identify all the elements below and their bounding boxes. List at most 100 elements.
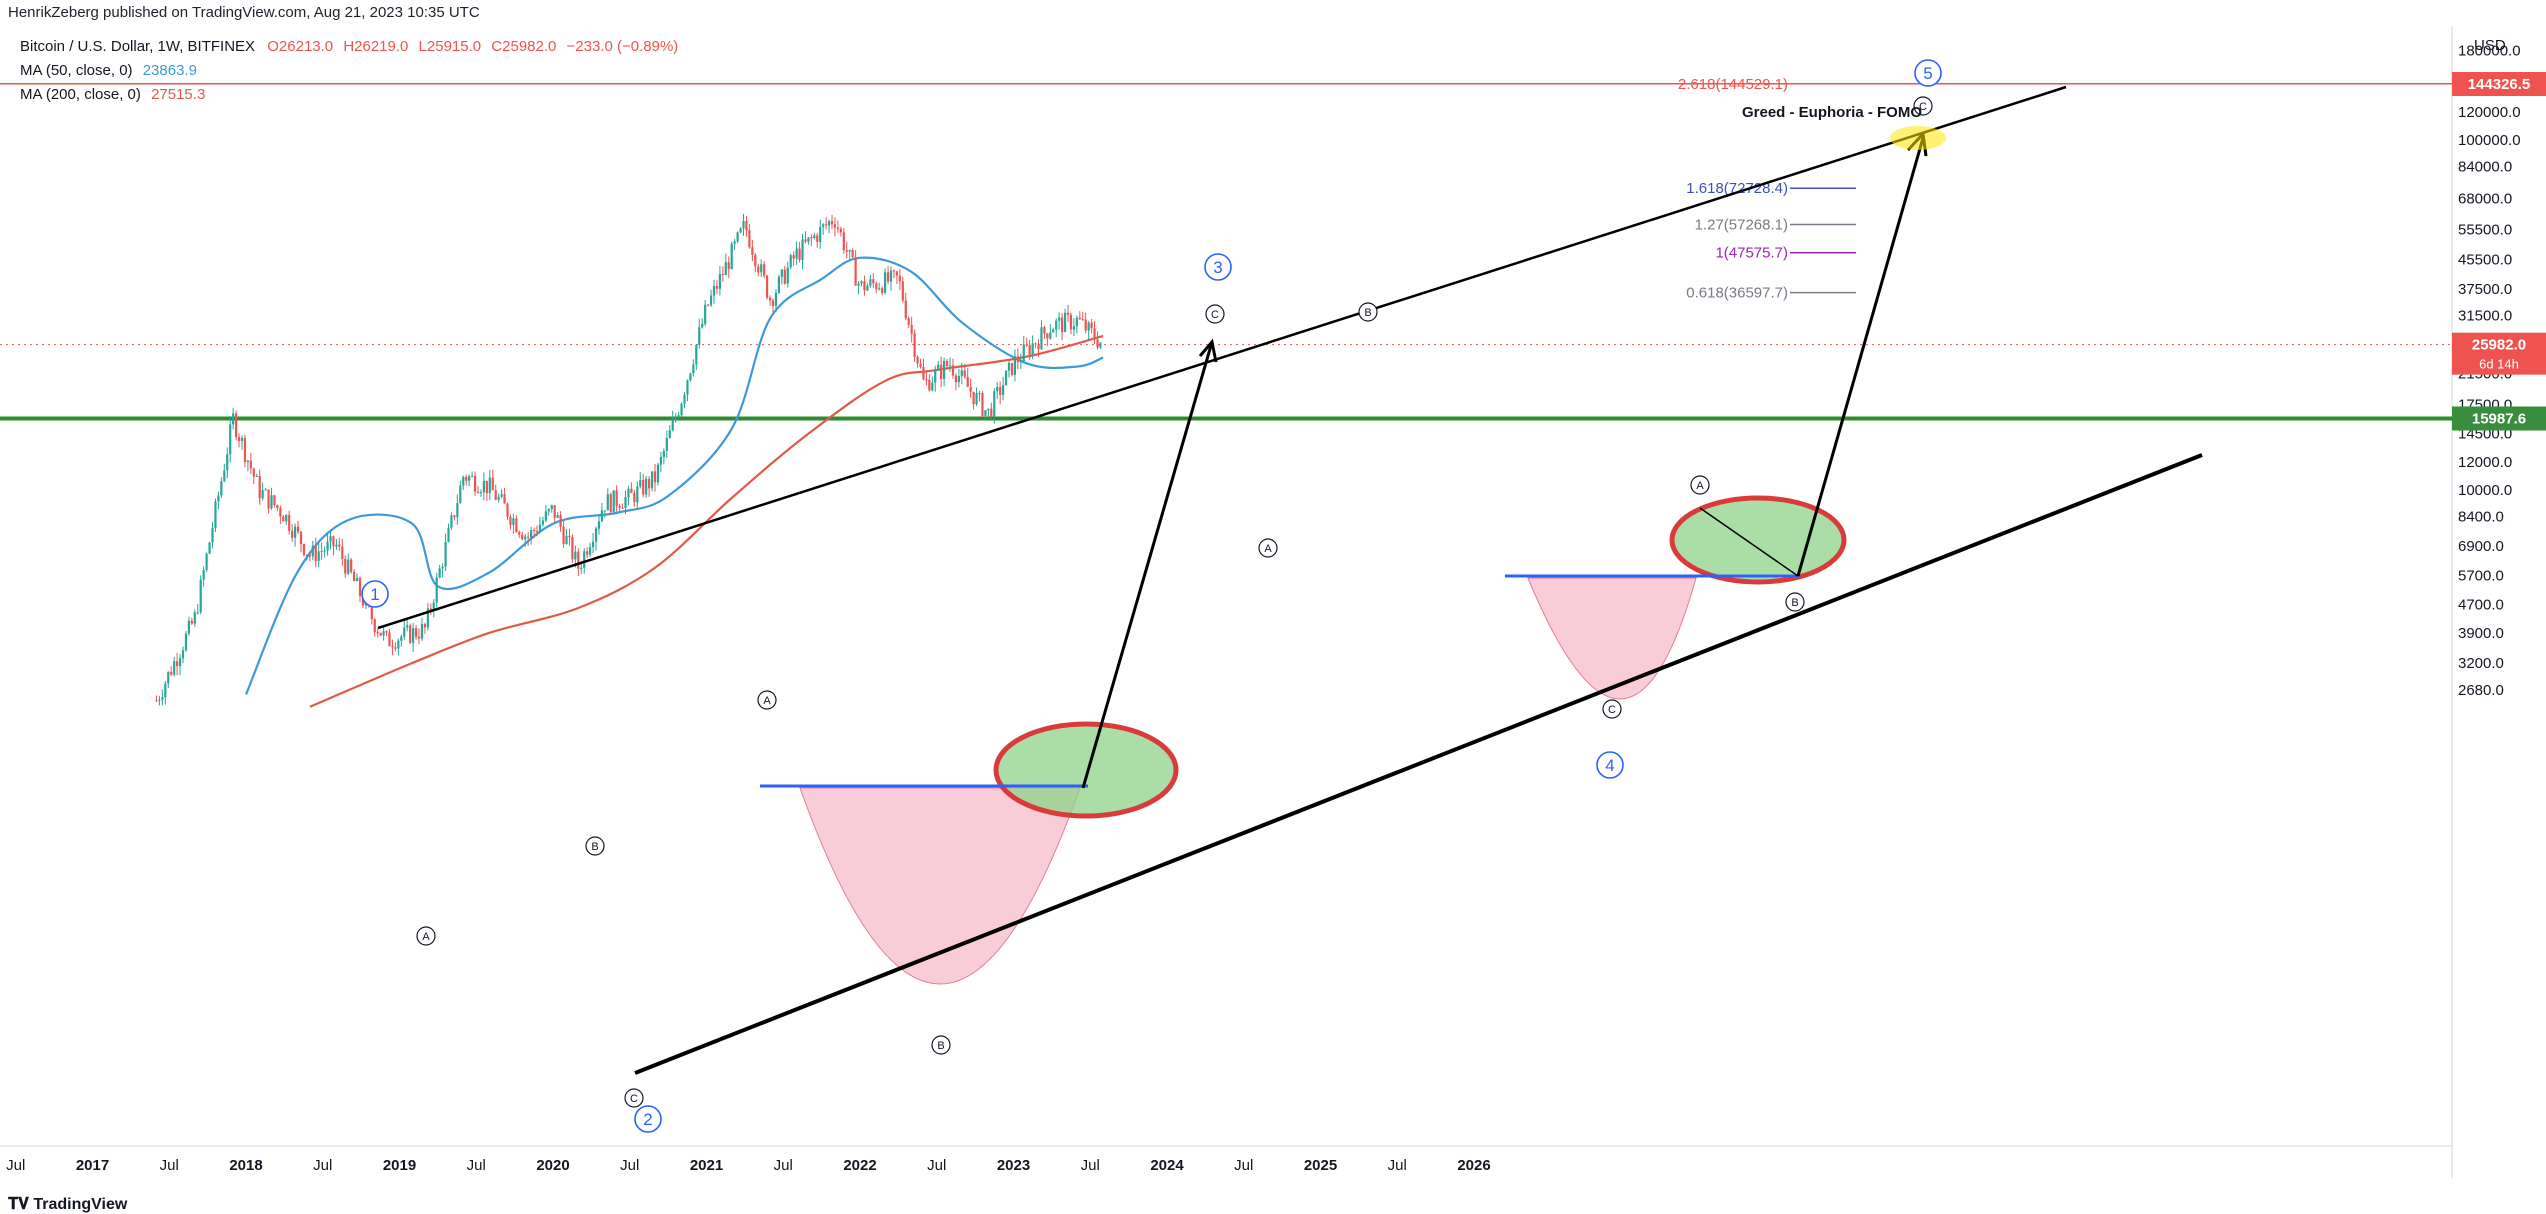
candle-body bbox=[966, 376, 969, 387]
subwave-circle bbox=[1258, 538, 1278, 558]
time-axis[interactable]: Jul 2017 Jul 2018 Jul 2019 Jul 2020 Jul 2021 Jul 20… bbox=[6, 1157, 1491, 1174]
candle-body bbox=[633, 492, 636, 503]
candle-body bbox=[978, 393, 981, 395]
candle-body bbox=[904, 300, 907, 319]
candle-body bbox=[444, 541, 447, 567]
candle-body bbox=[559, 515, 562, 527]
candle-body bbox=[538, 524, 542, 533]
price-axis[interactable]: USD180000.0150000.0120000.0100000.084000… bbox=[2452, 37, 2546, 699]
candle-body bbox=[235, 413, 238, 437]
candle-body bbox=[299, 531, 303, 545]
time-tick-label: Jul bbox=[927, 1157, 946, 1174]
candle-body bbox=[462, 476, 465, 486]
price-tick-label: 12000.0 bbox=[2458, 454, 2512, 471]
subwave-circle bbox=[1358, 302, 1378, 322]
candle-body bbox=[692, 364, 695, 374]
candle-body bbox=[184, 633, 188, 651]
time-tick-label: Jul bbox=[1234, 1157, 1253, 1174]
candle-body bbox=[308, 554, 311, 557]
candle-body bbox=[990, 408, 993, 417]
candle-body bbox=[774, 292, 778, 306]
candle-body bbox=[1052, 329, 1055, 333]
candle-body bbox=[1019, 361, 1022, 363]
candle-body bbox=[996, 386, 999, 392]
candle-body bbox=[940, 364, 943, 379]
candle-body bbox=[170, 671, 173, 675]
subwave-b-label: B bbox=[1785, 592, 1805, 612]
price-tick-label: 84000.0 bbox=[2458, 158, 2512, 175]
candle-body bbox=[798, 248, 801, 260]
candle-body bbox=[639, 479, 642, 487]
candle-body bbox=[659, 456, 663, 465]
price-tick-label: 45500.0 bbox=[2458, 251, 2512, 268]
candle-body bbox=[173, 661, 176, 675]
candle-body bbox=[476, 491, 480, 493]
candle-body bbox=[471, 475, 474, 477]
candle-body bbox=[674, 417, 677, 420]
candle-body bbox=[494, 490, 497, 500]
candle-body bbox=[453, 515, 456, 518]
candle-body bbox=[1075, 317, 1078, 327]
candle-body bbox=[252, 468, 255, 477]
candle-body bbox=[863, 281, 866, 291]
candle-body bbox=[1022, 344, 1025, 362]
candle-body bbox=[704, 304, 707, 324]
plot-area[interactable]: 1.618(72728.4) 1.27(57268.1) 1(47575.7) 0.6… bbox=[0, 59, 2452, 1133]
subwave-letter: B bbox=[1364, 307, 1371, 319]
candle-body bbox=[594, 528, 598, 542]
time-tick-label: 2021 bbox=[690, 1157, 723, 1174]
candle-body bbox=[618, 506, 621, 508]
candle-body bbox=[686, 380, 689, 395]
candle-body bbox=[721, 274, 724, 276]
candle-body bbox=[358, 578, 362, 596]
target-highlight bbox=[1890, 126, 1946, 150]
candle-body bbox=[332, 536, 335, 547]
candle-body bbox=[338, 544, 341, 547]
candle-body bbox=[907, 318, 910, 325]
candle-body bbox=[916, 356, 919, 364]
candle-body bbox=[630, 488, 633, 493]
time-tick-label: 2020 bbox=[536, 1157, 569, 1174]
candle-body bbox=[801, 239, 804, 260]
candle-body bbox=[1081, 319, 1084, 321]
candle-body bbox=[603, 510, 606, 512]
candle-body bbox=[326, 541, 329, 551]
subwave-c-label: C bbox=[1913, 96, 1933, 116]
candle-body bbox=[886, 272, 890, 282]
candle-body bbox=[730, 243, 733, 269]
candle-body bbox=[586, 551, 589, 555]
candle-body bbox=[653, 471, 657, 483]
candle-body bbox=[701, 323, 704, 328]
tv-logo-icon: 𝐓𝐕 bbox=[8, 1196, 34, 1213]
time-tick-label: Jul bbox=[774, 1157, 793, 1174]
candle-body bbox=[1040, 327, 1043, 350]
candle-body bbox=[748, 230, 751, 248]
candle-body bbox=[1046, 333, 1049, 339]
candle-body bbox=[562, 526, 565, 544]
subwave-circle bbox=[931, 1035, 951, 1055]
candle-body bbox=[285, 514, 288, 522]
fib-level-label: 0.618(36597.7) bbox=[1686, 285, 1788, 302]
candle-body bbox=[822, 224, 825, 227]
subwave-circle bbox=[416, 926, 436, 946]
candle-body bbox=[780, 269, 783, 277]
candle-body bbox=[757, 266, 760, 273]
candle-body bbox=[786, 267, 789, 284]
candle-body bbox=[792, 255, 795, 259]
candle-body bbox=[370, 604, 373, 620]
candle-body bbox=[211, 527, 214, 543]
candle-body bbox=[441, 566, 444, 569]
support-price-label: 15987.6 bbox=[2452, 406, 2546, 431]
wave-number: 1 bbox=[370, 585, 379, 604]
candle-body bbox=[220, 481, 223, 496]
candle-body bbox=[255, 475, 258, 477]
price-tick-label: 100000.0 bbox=[2458, 132, 2521, 149]
candle-body bbox=[237, 436, 241, 441]
price-label-text: 15987.6 bbox=[2472, 410, 2526, 427]
candle-body bbox=[518, 532, 521, 535]
price-tick-label: 180000.0 bbox=[2458, 42, 2521, 59]
candle-body bbox=[435, 577, 438, 603]
candle-body bbox=[208, 542, 211, 554]
time-tick-label: 2018 bbox=[229, 1157, 262, 1174]
